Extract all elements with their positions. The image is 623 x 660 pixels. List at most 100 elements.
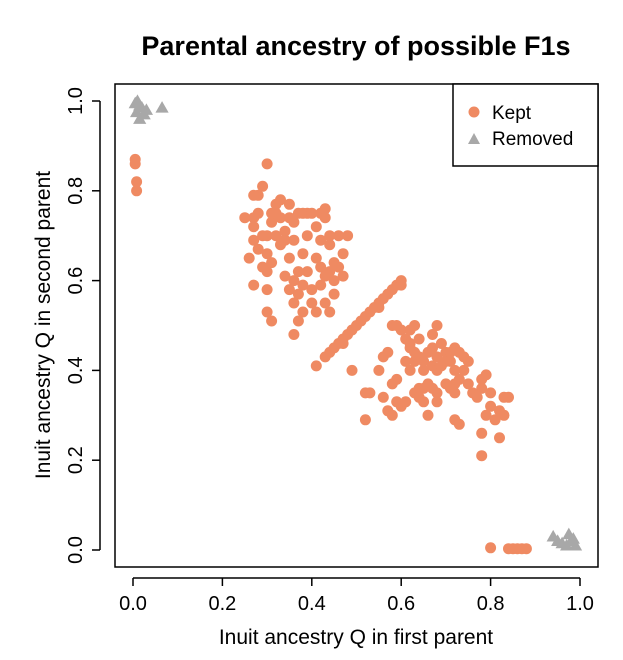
kept-point-152 [449, 364, 461, 376]
kept-point-65 [324, 306, 336, 318]
y-tick-label-0: 0.0 [65, 536, 87, 564]
kept-point-69 [306, 297, 318, 309]
kept-point-21 [275, 212, 286, 224]
kept-point-108 [373, 364, 385, 376]
kept-point-79 [261, 306, 273, 318]
kept-point-150 [444, 355, 456, 367]
kept-point-66 [319, 297, 331, 309]
chart-title: Parental ancestry of possible F1s [141, 31, 570, 61]
kept-point-144 [431, 387, 443, 399]
kept-point-52 [324, 239, 336, 251]
removed-point-8 [155, 101, 169, 113]
kept-point-188 [485, 542, 497, 554]
kept-point-64 [328, 288, 340, 300]
kept-point-170 [400, 355, 412, 367]
kept-point-24 [275, 239, 286, 251]
kept-point-137 [427, 342, 438, 354]
kept-point-73 [261, 284, 273, 296]
kept-point-46 [310, 221, 322, 233]
kept-point-175 [480, 409, 492, 421]
kept-point-174 [480, 369, 492, 381]
legend-box [452, 83, 599, 167]
kept-point-81 [243, 252, 255, 264]
kept-point-168 [404, 342, 416, 354]
x-axis: 0.0 0.2 0.4 0.6 0.8 1.0 [119, 577, 594, 615]
kept-point-100 [395, 279, 407, 291]
kept-point-80 [248, 279, 260, 291]
plot-frame [114, 83, 599, 568]
removed-point-15 [568, 538, 583, 551]
kept-point-53 [315, 261, 327, 273]
kept-point-139 [427, 329, 438, 340]
kept-point-34 [288, 275, 300, 287]
kept-point-166 [422, 409, 434, 421]
kept-point-31 [279, 270, 291, 282]
y-tick-label-1: 0.2 [65, 446, 87, 474]
kept-point-4 [261, 158, 273, 170]
x-tick-label-3: 0.6 [387, 593, 415, 615]
kept-point-182 [494, 432, 505, 444]
y-axis: 0.0 0.2 0.4 0.6 0.8 1.0 [65, 87, 101, 564]
kept-point-61 [342, 230, 354, 242]
kept-point-169 [409, 355, 421, 367]
kept-point-26 [283, 198, 295, 210]
kept-point-60 [333, 230, 345, 242]
kept-point-8 [239, 212, 251, 224]
kept-point-101 [310, 360, 322, 372]
kept-point-3 [131, 185, 143, 197]
kept-point-1 [129, 158, 141, 170]
kept-point-102 [337, 338, 349, 349]
kept-point-193 [520, 543, 532, 555]
legend-kept-marker [468, 106, 480, 118]
kept-point-41 [301, 230, 313, 242]
kept-point-129 [418, 355, 430, 367]
kept-point-140 [431, 320, 443, 331]
kept-point-15 [261, 230, 273, 242]
kept-point-68 [306, 284, 318, 296]
kept-point-22 [279, 225, 291, 237]
kept-point-178 [485, 387, 497, 399]
kept-point-33 [288, 297, 300, 309]
kept-point-167 [418, 396, 430, 408]
kept-point-49 [319, 203, 331, 215]
x-axis-label: Inuit ancestry Q in first parent [219, 626, 493, 649]
kept-point-173 [476, 382, 488, 394]
x-tick-label-1: 0.2 [208, 593, 236, 615]
kept-point-10 [252, 207, 264, 219]
kept-point-12 [248, 234, 260, 246]
x-tick-label-5: 1.0 [566, 593, 594, 615]
legend-removed-marker [468, 133, 480, 144]
kept-point-165 [431, 396, 443, 408]
kept-point-5 [257, 180, 269, 192]
kept-point-158 [462, 355, 474, 367]
legend: Kept Removed [452, 83, 599, 167]
kept-point-176 [476, 427, 488, 439]
kept-point-184 [498, 409, 510, 421]
kept-point-162 [453, 418, 465, 430]
kept-point-177 [476, 450, 488, 462]
kept-point-113 [386, 409, 398, 421]
kept-point-35 [292, 266, 304, 278]
kept-point-121 [395, 324, 407, 336]
kept-point-107 [364, 387, 376, 399]
kept-point-59 [333, 261, 345, 273]
kept-point-78 [261, 248, 273, 260]
kept-point-39 [301, 266, 313, 278]
kept-point-54 [310, 252, 322, 264]
kept-point-127 [413, 333, 425, 345]
kept-point-105 [359, 414, 371, 426]
kept-point-157 [458, 364, 470, 376]
kept-point-130 [418, 364, 430, 376]
kept-point-38 [297, 279, 309, 291]
kept-point-63 [337, 270, 349, 282]
kept-point-67 [315, 279, 327, 291]
kept-point-117 [400, 396, 412, 408]
removed-point-7 [139, 103, 154, 115]
kept-point-146 [435, 338, 447, 349]
kept-point-13 [252, 243, 264, 255]
kept-point-25 [270, 230, 282, 242]
legend-kept-label: Kept [492, 103, 532, 124]
kept-point-154 [453, 373, 465, 385]
legend-removed-label: Removed [492, 129, 573, 150]
